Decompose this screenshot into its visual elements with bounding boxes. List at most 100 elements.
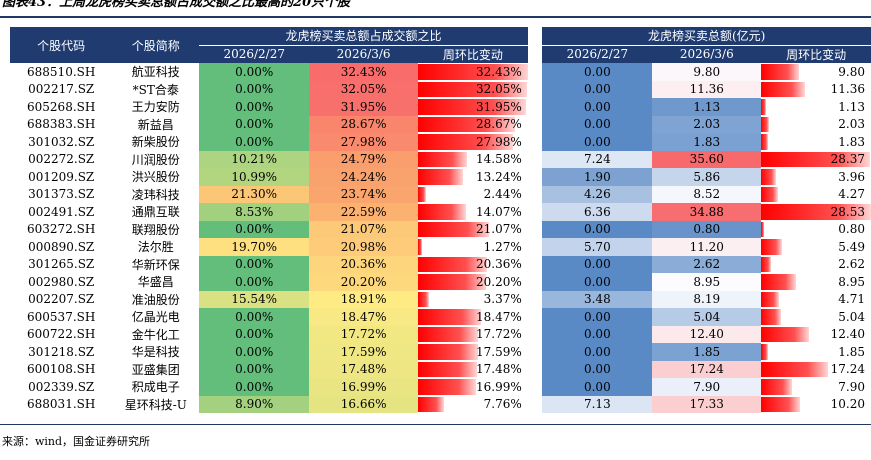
cell-ratio-chg: 20.20% (418, 273, 528, 291)
amount-chg-label: 9.80 (838, 64, 865, 79)
cell-ratio-d2: 17.48% (309, 360, 419, 378)
cell-amount-d1: 0.00 (542, 308, 653, 326)
cell-name: 星环科技-U (112, 395, 200, 413)
amount-chg-bar (761, 361, 828, 377)
cell-ratio-chg: 17.72% (418, 325, 528, 343)
amount-chg-bar (761, 99, 766, 115)
title-rule (0, 16, 871, 18)
ratio-chg-bar (418, 344, 478, 360)
cell-ratio-chg: 31.95% (418, 98, 528, 116)
amount-chg-bar (761, 326, 809, 342)
cell-name: 法尔胜 (112, 238, 200, 256)
cell-code: 002491.SZ (10, 203, 113, 221)
amount-chg-bar (761, 379, 792, 395)
cell-amount-d2: 8.19 (652, 290, 762, 308)
cell-code: 600537.SH (10, 308, 113, 326)
table-row: 002272.SZ 川润股份 10.21% 24.79% 14.58% 7.24 35.60… (10, 150, 871, 168)
cell-ratio-d2: 21.07% (309, 220, 419, 238)
column-gap (527, 238, 543, 256)
table-row: 002491.SZ 通鼎互联 8.53% 22.59% 14.07% 6.36 34.88 2… (10, 203, 871, 221)
cell-amount-chg: 8.95 (761, 273, 871, 291)
table-row: 002217.SZ *ST合泰 0.00% 32.05% 32.05% 0.00 11.36… (10, 80, 871, 98)
cell-amount-chg: 9.80 (761, 63, 871, 81)
cell-amount-d2: 7.90 (652, 378, 762, 396)
cell-code: 600108.SH (10, 360, 113, 378)
cell-amount-d1: 7.24 (542, 150, 653, 168)
ratio-chg-label: 17.72% (476, 327, 522, 342)
amount-chg-label: 2.62 (838, 257, 865, 272)
ratio-chg-label: 16.99% (476, 379, 522, 394)
column-gap (527, 395, 543, 413)
cell-amount-d1: 0.00 (542, 378, 653, 396)
cell-amount-d2: 8.95 (652, 273, 762, 291)
amount-chg-label: 28.37 (830, 152, 865, 167)
ratio-chg-bar (418, 291, 430, 307)
cell-ratio-d1: 0.00% (199, 255, 310, 273)
ratio-chg-bar (418, 326, 479, 342)
column-gap (527, 325, 543, 343)
cell-ratio-chg: 27.98% (418, 133, 528, 151)
cell-amount-d2: 0.80 (652, 220, 762, 238)
ratio-chg-label: 13.24% (476, 169, 522, 184)
ratio-chg-bar (418, 239, 423, 255)
ratio-chg-label: 14.58% (476, 152, 522, 167)
cell-ratio-chg: 2.44% (418, 185, 528, 203)
cell-ratio-d1: 0.00% (199, 98, 310, 116)
cell-amount-chg: 4.27 (761, 185, 871, 203)
cell-name: 金牛化工 (112, 325, 200, 343)
header-gap (527, 27, 543, 63)
ratio-chg-bar (418, 274, 487, 290)
amount-chg-bar (761, 186, 778, 202)
cell-ratio-d2: 24.79% (309, 150, 419, 168)
cell-amount-chg: 17.24 (761, 360, 871, 378)
table-row: 301032.SZ 新柴股份 0.00% 27.98% 27.98% 0.00 1.83 1.… (10, 133, 871, 151)
cell-amount-d1: 0.00 (542, 133, 653, 151)
amount-chg-bar (761, 396, 801, 412)
cell-ratio-d2: 16.99% (309, 378, 419, 396)
cell-name: 王力安防 (112, 98, 200, 116)
cell-ratio-d2: 32.43% (309, 63, 419, 81)
cell-amount-chg: 1.13 (761, 98, 871, 116)
amount-chg-label: 3.96 (838, 169, 865, 184)
ratio-chg-bar (418, 151, 468, 167)
cell-name: 联翔股份 (112, 220, 200, 238)
source-note: 来源：wind，国金证券研究所 (2, 435, 151, 448)
amount-chg-label: 5.04 (838, 309, 865, 324)
cell-code: 605268.SH (10, 98, 113, 116)
amount-chg-bar (761, 274, 796, 290)
cell-name: 洪兴股份 (112, 168, 200, 186)
column-gap (527, 63, 543, 81)
cell-code: 001209.SZ (10, 168, 113, 186)
column-gap (527, 220, 543, 238)
column-gap (527, 308, 543, 326)
ratio-chg-bar (418, 81, 527, 97)
cell-amount-d2: 9.80 (652, 63, 762, 81)
amount-chg-bar (761, 81, 805, 97)
column-gap (527, 115, 543, 133)
cell-code: 000890.SZ (10, 238, 113, 256)
cell-amount-chg: 7.90 (761, 378, 871, 396)
amount-chg-bar (761, 64, 799, 80)
cell-ratio-d1: 0.00% (199, 133, 310, 151)
ratio-chg-bar (418, 256, 487, 272)
table-row: 002980.SZ 华盛昌 0.00% 20.20% 20.20% 0.00 8.95 8.9… (10, 273, 871, 291)
cell-ratio-d2: 20.98% (309, 238, 419, 256)
cell-name: 通鼎互联 (112, 203, 200, 221)
amount-chg-label: 5.49 (838, 239, 865, 254)
cell-amount-d1: 3.48 (542, 290, 653, 308)
ratio-chg-label: 21.07% (476, 222, 522, 237)
cell-ratio-d2: 18.47% (309, 308, 419, 326)
cell-ratio-d2: 31.95% (309, 98, 419, 116)
cell-ratio-d1: 0.00% (199, 273, 310, 291)
cell-ratio-d1: 0.00% (199, 343, 310, 361)
cell-amount-d2: 5.86 (652, 168, 762, 186)
footer-rule (0, 424, 871, 425)
cell-ratio-d1: 0.00% (199, 378, 310, 396)
cell-ratio-d1: 0.00% (199, 80, 310, 98)
cell-code: 002339.SZ (10, 378, 113, 396)
cell-code: 301373.SZ (10, 185, 113, 203)
ratio-chg-label: 18.47% (476, 309, 522, 324)
cell-code: 301265.SZ (10, 255, 113, 273)
cell-ratio-chg: 18.47% (418, 308, 528, 326)
cell-ratio-d1: 0.00% (199, 325, 310, 343)
